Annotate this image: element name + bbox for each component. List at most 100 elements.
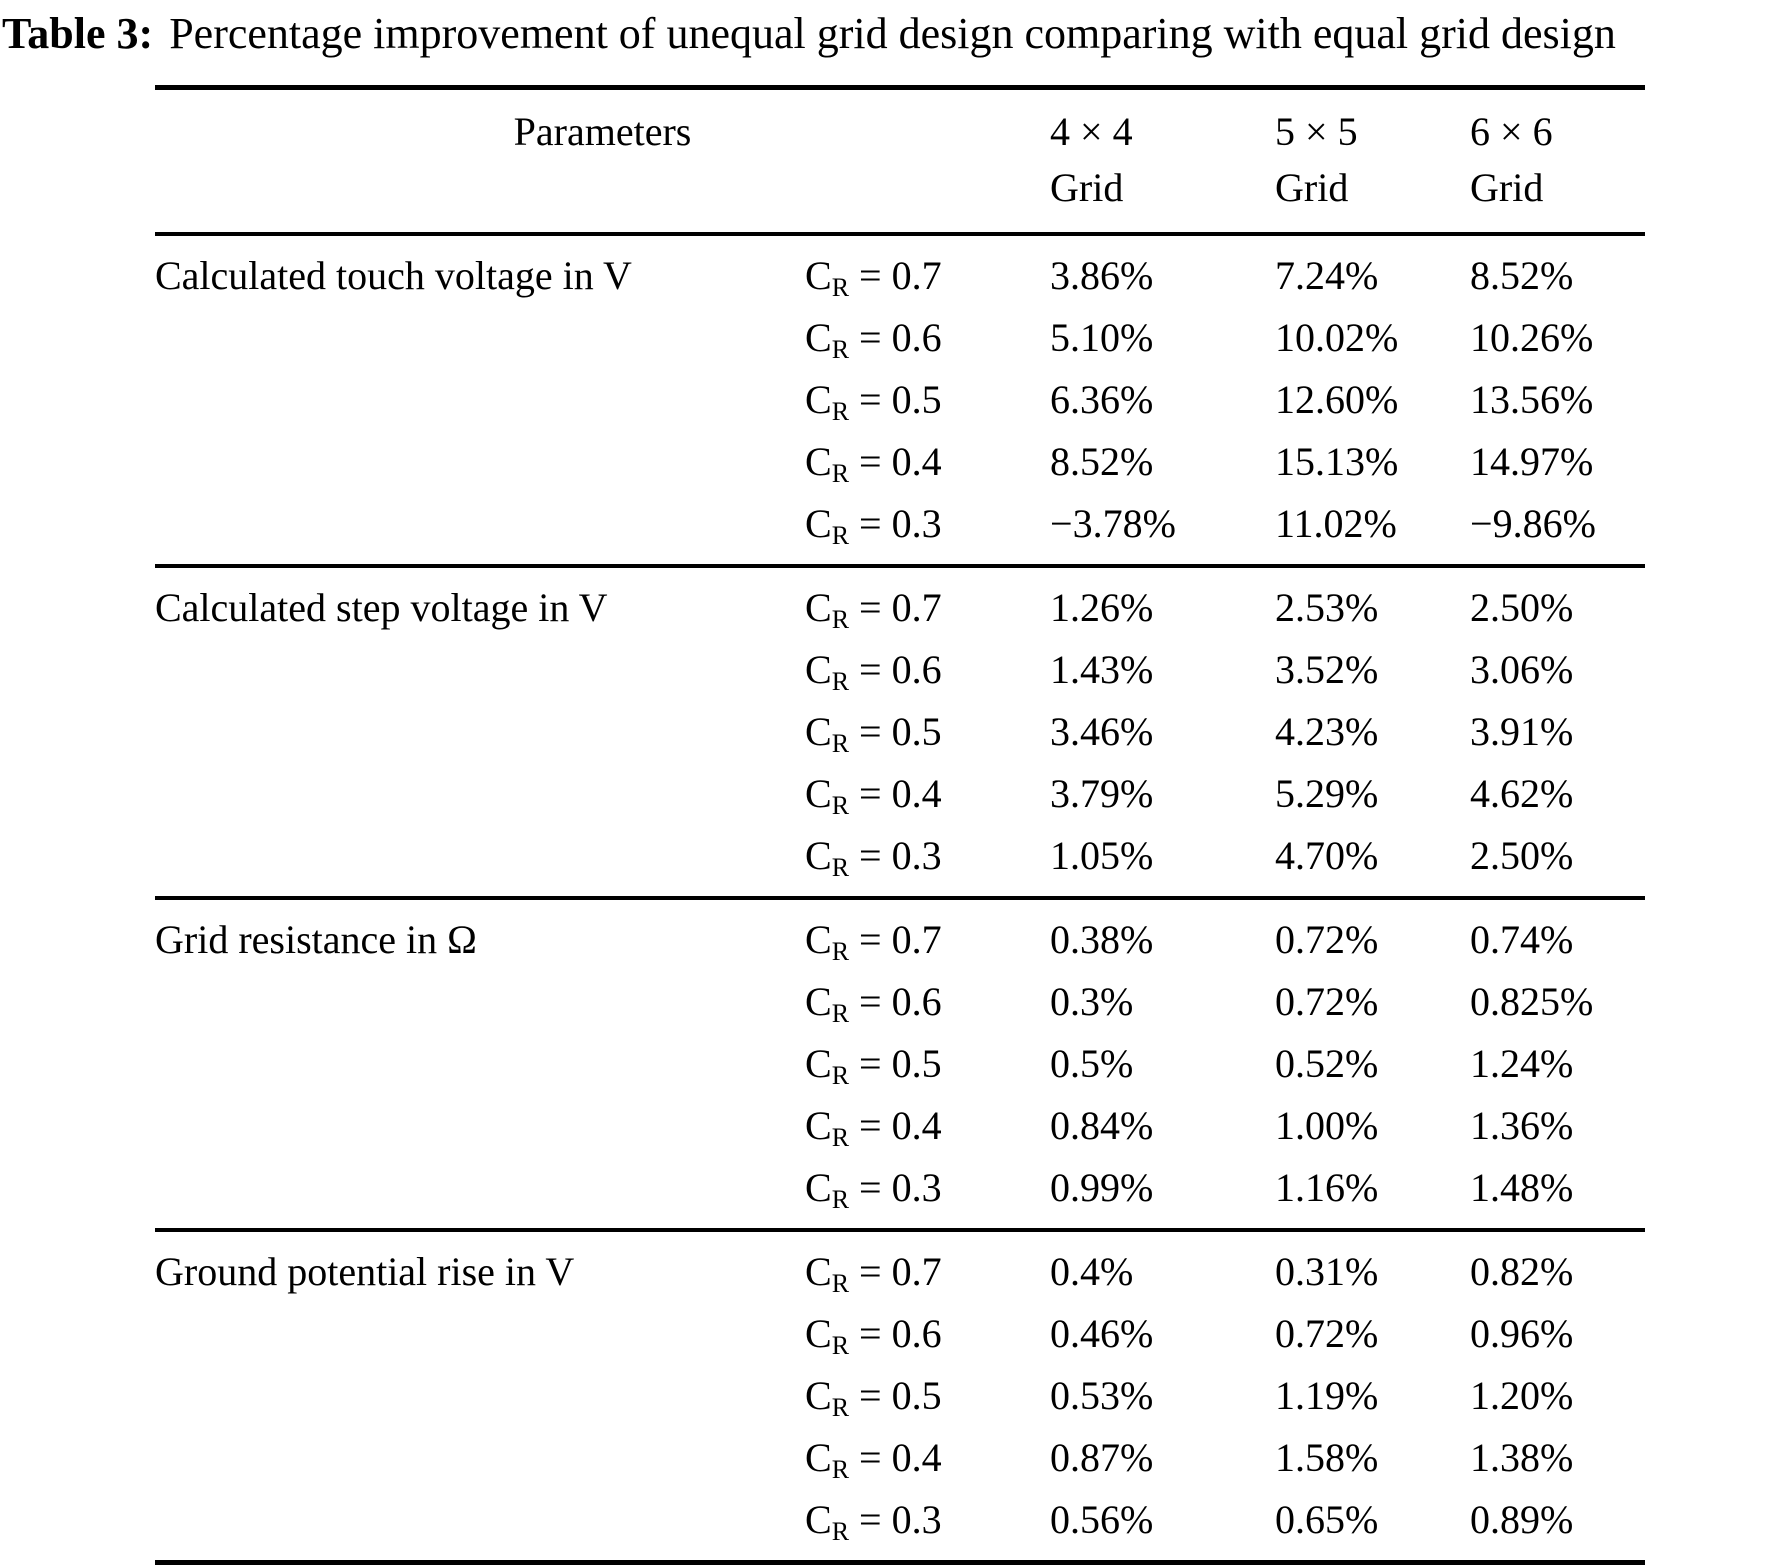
value-4x4: 0.84%	[1050, 1103, 1154, 1148]
header-col-6x6: 6 × 6 Grid	[1470, 88, 1645, 235]
cr-symbol: C	[805, 253, 832, 298]
value-4x4: 3.46%	[1050, 709, 1154, 754]
cr-symbol: C	[805, 771, 832, 816]
cr-value: = 0.7	[859, 253, 942, 298]
value-4x4: 0.38%	[1050, 917, 1154, 962]
table-row: Ground potential rise in V CR = 0.7 0.4% …	[155, 1230, 1645, 1303]
cr-symbol: C	[805, 1165, 832, 1210]
value-5x5: 11.02%	[1275, 501, 1397, 546]
value-6x6: 3.06%	[1470, 647, 1574, 692]
cr-symbol: C	[805, 1311, 832, 1356]
table-row: Calculated touch voltage in V CR = 0.7 3.…	[155, 234, 1645, 307]
table-row: CR = 0.6 5.10% 10.02% 10.26%	[155, 307, 1645, 369]
value-4x4: 0.53%	[1050, 1373, 1154, 1418]
value-5x5: 3.52%	[1275, 647, 1379, 692]
cr-cell: CR = 0.6	[805, 971, 1050, 1033]
cr-symbol: C	[805, 1435, 832, 1480]
caption-text: Percentage improvement of unequal grid d…	[169, 9, 1616, 58]
value-6x6: −9.86%	[1470, 501, 1596, 546]
value-6x6: 4.62%	[1470, 771, 1574, 816]
table-caption: Table 3: Percentage improvement of unequa…	[2, 6, 1767, 61]
value-6x6: 0.82%	[1470, 1249, 1574, 1294]
parameter-spacer	[155, 825, 805, 898]
cr-symbol: C	[805, 439, 832, 484]
cr-symbol: C	[805, 709, 832, 754]
value-5x5: 4.23%	[1275, 709, 1379, 754]
cr-symbol: C	[805, 315, 832, 360]
cr-value: = 0.6	[859, 1311, 942, 1356]
value-4x4: −3.78%	[1050, 501, 1176, 546]
table-row: CR = 0.5 6.36% 12.60% 13.56%	[155, 369, 1645, 431]
value-4x4: 1.26%	[1050, 585, 1154, 630]
cr-value: = 0.6	[859, 315, 942, 360]
parameter-spacer	[155, 639, 805, 701]
cr-symbol: C	[805, 1103, 832, 1148]
parameter-spacer	[155, 701, 805, 763]
value-6x6: 2.50%	[1470, 585, 1574, 630]
value-5x5: 1.19%	[1275, 1373, 1379, 1418]
cr-subscript: R	[831, 1061, 850, 1090]
value-6x6: 1.24%	[1470, 1041, 1574, 1086]
cr-cell: CR = 0.3	[805, 825, 1050, 898]
cr-value: = 0.7	[859, 1249, 942, 1294]
value-5x5: 10.02%	[1275, 315, 1399, 360]
table-row: Calculated step voltage in V CR = 0.7 1.2…	[155, 566, 1645, 639]
parameter-spacer	[155, 971, 805, 1033]
cr-cell: CR = 0.4	[805, 1095, 1050, 1157]
parameter-spacer	[155, 493, 805, 566]
cr-subscript: R	[831, 1455, 850, 1484]
cr-value: = 0.4	[859, 771, 942, 816]
cr-symbol: C	[805, 979, 832, 1024]
value-6x6: 14.97%	[1470, 439, 1594, 484]
value-5x5: 4.70%	[1275, 833, 1379, 878]
value-4x4: 5.10%	[1050, 315, 1154, 360]
table-row: Grid resistance in Ω CR = 0.7 0.38% 0.72%…	[155, 898, 1645, 971]
table-row: CR = 0.4 3.79% 5.29% 4.62%	[155, 763, 1645, 825]
cr-subscript: R	[831, 853, 850, 882]
cr-cell: CR = 0.5	[805, 1033, 1050, 1095]
cr-subscript: R	[831, 791, 850, 820]
table-row: CR = 0.4 0.84% 1.00% 1.36%	[155, 1095, 1645, 1157]
cr-value: = 0.3	[859, 501, 942, 546]
value-4x4: 1.05%	[1050, 833, 1154, 878]
table-row: CR = 0.3 1.05% 4.70% 2.50%	[155, 825, 1645, 898]
cr-cell: CR = 0.5	[805, 1365, 1050, 1427]
header-parameters: Parameters	[513, 109, 692, 154]
cr-subscript: R	[831, 667, 850, 696]
cr-value: = 0.6	[859, 647, 942, 692]
cr-subscript: R	[831, 1393, 850, 1422]
cr-value: = 0.3	[859, 1497, 942, 1542]
header-col-4x4-size: 4 × 4	[1050, 109, 1133, 154]
parameter-spacer	[155, 1303, 805, 1365]
header-col-4x4: 4 × 4 Grid	[1050, 88, 1275, 235]
value-5x5: 5.29%	[1275, 771, 1379, 816]
value-4x4: 0.87%	[1050, 1435, 1154, 1480]
parameter-label: Calculated step voltage in V	[155, 585, 608, 630]
cr-value: = 0.7	[859, 585, 942, 630]
value-6x6: 1.36%	[1470, 1103, 1574, 1148]
parameter-spacer	[155, 431, 805, 493]
cr-value: = 0.5	[859, 709, 942, 754]
value-4x4: 0.5%	[1050, 1041, 1134, 1086]
cr-subscript: R	[831, 999, 850, 1028]
value-4x4: 8.52%	[1050, 439, 1154, 484]
cr-subscript: R	[831, 937, 850, 966]
cr-subscript: R	[831, 605, 850, 634]
value-5x5: 0.52%	[1275, 1041, 1379, 1086]
value-4x4: 6.36%	[1050, 377, 1154, 422]
value-5x5: 0.72%	[1275, 917, 1379, 962]
value-4x4: 0.4%	[1050, 1249, 1134, 1294]
header-col-4x4-grid: Grid	[1050, 165, 1124, 210]
cr-value: = 0.5	[859, 1041, 942, 1086]
value-6x6: 1.20%	[1470, 1373, 1574, 1418]
parameter-label: Calculated touch voltage in V	[155, 253, 632, 298]
value-4x4: 3.79%	[1050, 771, 1154, 816]
value-6x6: 0.89%	[1470, 1497, 1574, 1542]
cr-cell: CR = 0.4	[805, 431, 1050, 493]
value-5x5: 15.13%	[1275, 439, 1399, 484]
value-6x6: 1.48%	[1470, 1165, 1574, 1210]
value-6x6: 0.825%	[1470, 979, 1594, 1024]
cr-cell: CR = 0.6	[805, 307, 1050, 369]
cr-subscript: R	[831, 397, 850, 426]
value-5x5: 0.72%	[1275, 1311, 1379, 1356]
